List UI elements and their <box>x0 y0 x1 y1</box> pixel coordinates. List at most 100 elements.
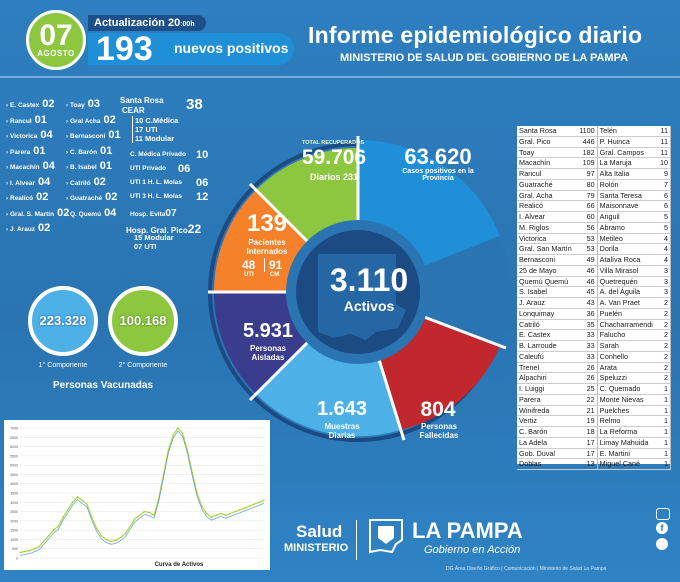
table-row: Bernasconi 49 Atalíva Roca 4 <box>517 254 672 266</box>
cear-total: 38 <box>186 96 203 113</box>
la-pampa-logo-icon <box>369 519 403 554</box>
locality-item: › Rancul 01 <box>6 114 47 127</box>
locality-name: I. Alvear <box>10 179 36 187</box>
molas-3: UTI 3 H. L. Molas 12 <box>130 191 208 203</box>
privado-uti-value: 06 <box>178 163 191 175</box>
arrow-icon: › <box>6 134 8 140</box>
locality-value: 04 <box>42 160 55 172</box>
data-point <box>139 514 141 516</box>
vaccine-second-circle <box>108 286 178 356</box>
instagram-icon[interactable] <box>656 508 670 520</box>
table-cell: 45 <box>576 286 598 298</box>
table-cell: Speluzzi <box>597 372 658 384</box>
arrow-icon: › <box>6 118 8 125</box>
diarios-label: Diarios <box>310 172 341 182</box>
internados-label: Pacientes Internados <box>246 238 288 256</box>
date-day: 07 <box>39 19 73 52</box>
locality-item: › Catriló 02 <box>66 176 106 189</box>
table-cell: Atalíva Roca <box>597 254 658 266</box>
table-row: C. Barón 18 La Reforma 1 <box>517 426 672 438</box>
twitter-icon[interactable] <box>656 538 668 550</box>
table-row: I. Luiggi 25 C. Quemado 1 <box>517 383 672 395</box>
locality-name: Toay <box>70 102 85 109</box>
pico-line: 15 Modular <box>134 233 174 242</box>
pico: Hosp. Gral. Pico22 <box>126 222 201 236</box>
new-positives-number: 193 <box>96 30 153 68</box>
table-cell: E. Martini <box>597 448 658 460</box>
table-cell: 17 <box>576 448 598 460</box>
table-cell: Anguil <box>597 211 658 223</box>
data-point <box>158 497 160 500</box>
arrow-icon: › <box>66 118 68 125</box>
data-point <box>244 507 246 509</box>
arrow-icon: › <box>66 211 68 218</box>
data-point <box>67 509 69 511</box>
table-cell: 36 <box>576 308 598 320</box>
data-point <box>191 471 193 474</box>
table-cell: M. Riglos <box>517 222 577 234</box>
table-row: Trenel 26 Arata 2 <box>517 362 672 374</box>
new-positives-label: nuevos positivos <box>174 40 289 56</box>
santa-rosa-label: Santa Rosa <box>120 96 164 105</box>
table-cell: 1 <box>657 405 672 417</box>
table-cell: Gral. Campos <box>597 147 658 159</box>
table-cell: 1 <box>657 437 672 449</box>
data-point <box>215 514 217 516</box>
locality-name: Rancul <box>10 117 32 125</box>
table-cell: La Reforma <box>597 426 658 438</box>
locality-value: 02 <box>42 98 55 110</box>
localities-table-grid: Santa Rosa 1100 Telén 11 Gral. Pico 446 P. Hui… <box>517 126 672 470</box>
vaccine-second-label: 2° Componente <box>118 362 168 369</box>
aisladas-value: 5.931 <box>242 320 294 342</box>
update-suffix: :00h <box>180 21 195 28</box>
table-cell: Bernasconi <box>517 254 577 266</box>
footer-credits: DG Área Diseño Gráfico | Comunicación | … <box>446 566 607 572</box>
table-cell: 6 <box>657 200 672 212</box>
table-row: Catriló 35 Chacharramendi 2 <box>517 319 672 331</box>
pico-value: 22 <box>187 222 202 236</box>
facebook-icon[interactable]: f <box>656 522 668 534</box>
table-cell: 11 <box>657 147 672 159</box>
table-cell: Villa Mirasol <box>597 265 658 277</box>
table-cell: 3 <box>657 276 672 288</box>
table-row: Winifreda 21 Puelches 1 <box>517 405 672 417</box>
table-row: Realicó 66 Maisonnave 6 <box>517 200 672 212</box>
data-point <box>167 449 169 451</box>
table-cell: Trenel <box>517 362 577 374</box>
locality-value: 02 <box>103 113 116 126</box>
page-title: Informe epidemiológico diario <box>308 22 643 48</box>
molas-1: UTI 1 H. L. Molas 06 <box>130 177 208 189</box>
table-cell: 2 <box>657 297 672 309</box>
data-point <box>182 432 184 435</box>
activos-value: 3.110 <box>329 262 409 298</box>
table-cell: 10 <box>657 157 672 169</box>
vaccine-first-value: 223.328 <box>39 313 87 328</box>
data-point <box>134 518 136 520</box>
table-cell: 53 <box>576 233 598 245</box>
data-point <box>196 492 198 494</box>
table-cell: Alpachiri <box>517 372 577 384</box>
locality-name: Parera <box>10 148 31 156</box>
data-point <box>115 539 117 541</box>
locality-name: Bernasconi <box>70 133 106 140</box>
table-cell: Doblas <box>517 458 577 470</box>
data-point <box>148 511 150 514</box>
table-row: Parera 22 Monte Nievas 1 <box>517 394 672 406</box>
table-cell: Miguel Cané <box>597 458 658 470</box>
locality-value: 02 <box>57 206 70 219</box>
table-cell: 6 <box>657 190 672 202</box>
data-point <box>201 505 203 507</box>
y-tick-label: 6000 <box>10 445 18 449</box>
table-row: Guatraché 80 Rolón 7 <box>517 179 672 191</box>
data-point <box>124 533 126 535</box>
table-cell: 22 <box>576 394 598 406</box>
locality-name: C. Barón <box>70 148 98 156</box>
locality-name: Catriló <box>70 179 91 187</box>
table-cell: 1 <box>657 448 672 460</box>
locality-value: 01 <box>100 144 113 157</box>
evita-label: Hosp. Evita <box>130 211 166 218</box>
table-cell: 33 <box>576 340 598 352</box>
uti-label: UTI <box>244 272 254 278</box>
y-tick-label: 1500 <box>10 529 18 533</box>
